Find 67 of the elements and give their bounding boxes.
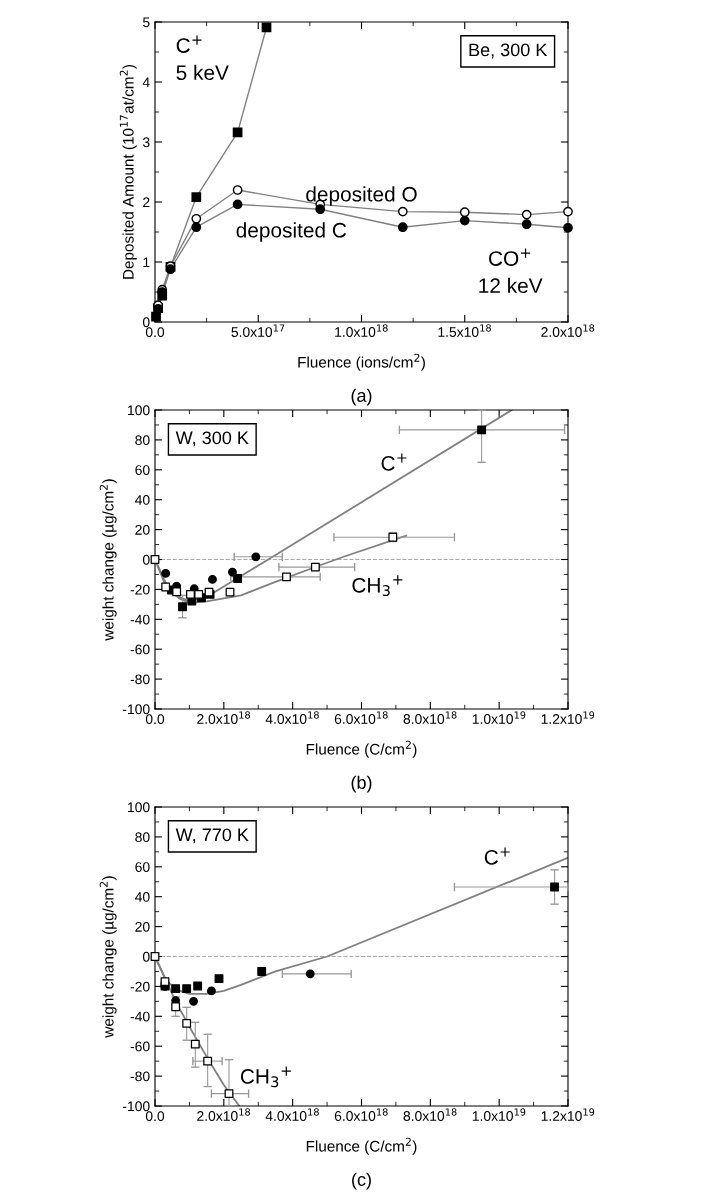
y-axis-title: weight change (µg/cm$^{2}$)	[99, 479, 117, 641]
text: (c)	[352, 1172, 371, 1190]
y-tick-label: 2	[143, 197, 150, 208]
text: W, 770 K	[175, 828, 249, 844]
y-tick-label: -60	[130, 644, 150, 655]
x-tick-label: 4.0x10$^{18}$	[265, 711, 319, 724]
x-tick-label: 1.0x10$^{18}$	[335, 324, 388, 337]
x-tick-label: 1.2x10$^{19}$	[541, 711, 595, 724]
x-tick-label: 8.0x10$^{18}$	[403, 711, 457, 724]
series-label: deposited C	[236, 222, 347, 242]
y-tick-label: 60	[135, 862, 150, 872]
y-tick-label: 20	[135, 921, 150, 932]
y-axis-title: weight change (µg/cm$^{2}$)	[99, 876, 117, 1038]
x-tick-label: 5.0x10$^{17}$	[231, 324, 285, 337]
x-tick-label: 8.0x10$^{18}$	[403, 1108, 457, 1121]
y-tick-label: -20	[130, 981, 150, 992]
y-tick-label: -60	[130, 1041, 150, 1052]
series-label: CH$_{3}$$^{+}$	[240, 1066, 291, 1088]
y-tick-label: 60	[135, 465, 150, 475]
series-label: C$^{+}$	[381, 453, 407, 471]
y-tick-label: 80	[135, 435, 150, 446]
y-tick-label: -80	[130, 1071, 150, 1082]
x-tick-label: 1.0x10$^{19}$	[472, 711, 526, 724]
x-tick-label: 4.0x10$^{18}$	[265, 1108, 319, 1121]
x-tick-label: 6.0x10$^{18}$	[334, 711, 388, 724]
x-tick-label: 1.5x10$^{18}$	[438, 324, 491, 337]
y-tick-label: 0	[142, 554, 150, 565]
y-tick-label: -40	[130, 1011, 150, 1022]
x-axis-title: Fluence (ions/cm$^{2}$)	[298, 353, 425, 371]
text: (a)	[351, 388, 372, 406]
x-tick-label: 0.0	[145, 1111, 165, 1122]
y-tick-label: 0	[142, 317, 150, 328]
series-label: C$^{+}$	[484, 847, 510, 865]
x-axis-title: Fluence (C/cm$^{2}$)	[306, 1137, 417, 1155]
y-tick-label: 40	[135, 495, 150, 505]
series-label: CH$_{3}$$^{+}$	[352, 575, 403, 597]
y-tick-label: -100	[122, 704, 150, 715]
y-tick-label: 100	[128, 405, 150, 416]
y-tick-label: -100	[122, 1101, 150, 1112]
y-tick-label: 4	[142, 77, 150, 88]
y-tick-label: -80	[130, 674, 150, 685]
x-axis-title: Fluence (C/cm$^{2}$)	[306, 740, 417, 758]
text: Be, 300 K	[469, 43, 548, 59]
y-tick-label: -20	[130, 584, 150, 595]
text: C$^{+}$ 5 keV	[176, 35, 229, 81]
x-tick-label: 2.0x10$^{18}$	[541, 324, 595, 337]
y-tick-label: -40	[130, 614, 150, 625]
text: W, 300 K	[175, 431, 249, 447]
series-label: deposited O	[306, 186, 417, 206]
x-tick-label: 1.0x10$^{19}$	[472, 1108, 526, 1121]
text: (b)	[351, 775, 372, 793]
x-tick-label: 6.0x10$^{18}$	[334, 1108, 388, 1121]
y-tick-label: 1	[143, 257, 150, 268]
text: CO$^{+}$ 12 keV	[479, 248, 543, 294]
x-tick-label: 2.0x10$^{18}$	[197, 711, 251, 724]
x-tick-label: 0.0	[145, 714, 165, 725]
y-tick-label: 3	[142, 137, 150, 148]
x-tick-label: 2.0x10$^{18}$	[197, 1108, 251, 1121]
y-tick-label: 40	[135, 892, 150, 902]
y-tick-label: 80	[135, 832, 150, 843]
y-tick-label: 20	[135, 524, 150, 535]
x-tick-label: 1.2x10$^{19}$	[541, 1108, 595, 1121]
y-tick-label: 5	[142, 17, 150, 28]
x-tick-label: 0.0	[145, 327, 165, 338]
y-tick-label: 100	[128, 802, 150, 813]
y-tick-label: 0	[142, 951, 150, 962]
y-axis-title: Deposited Amount (10$^{17}$at/cm$^{2}$)	[119, 64, 137, 279]
